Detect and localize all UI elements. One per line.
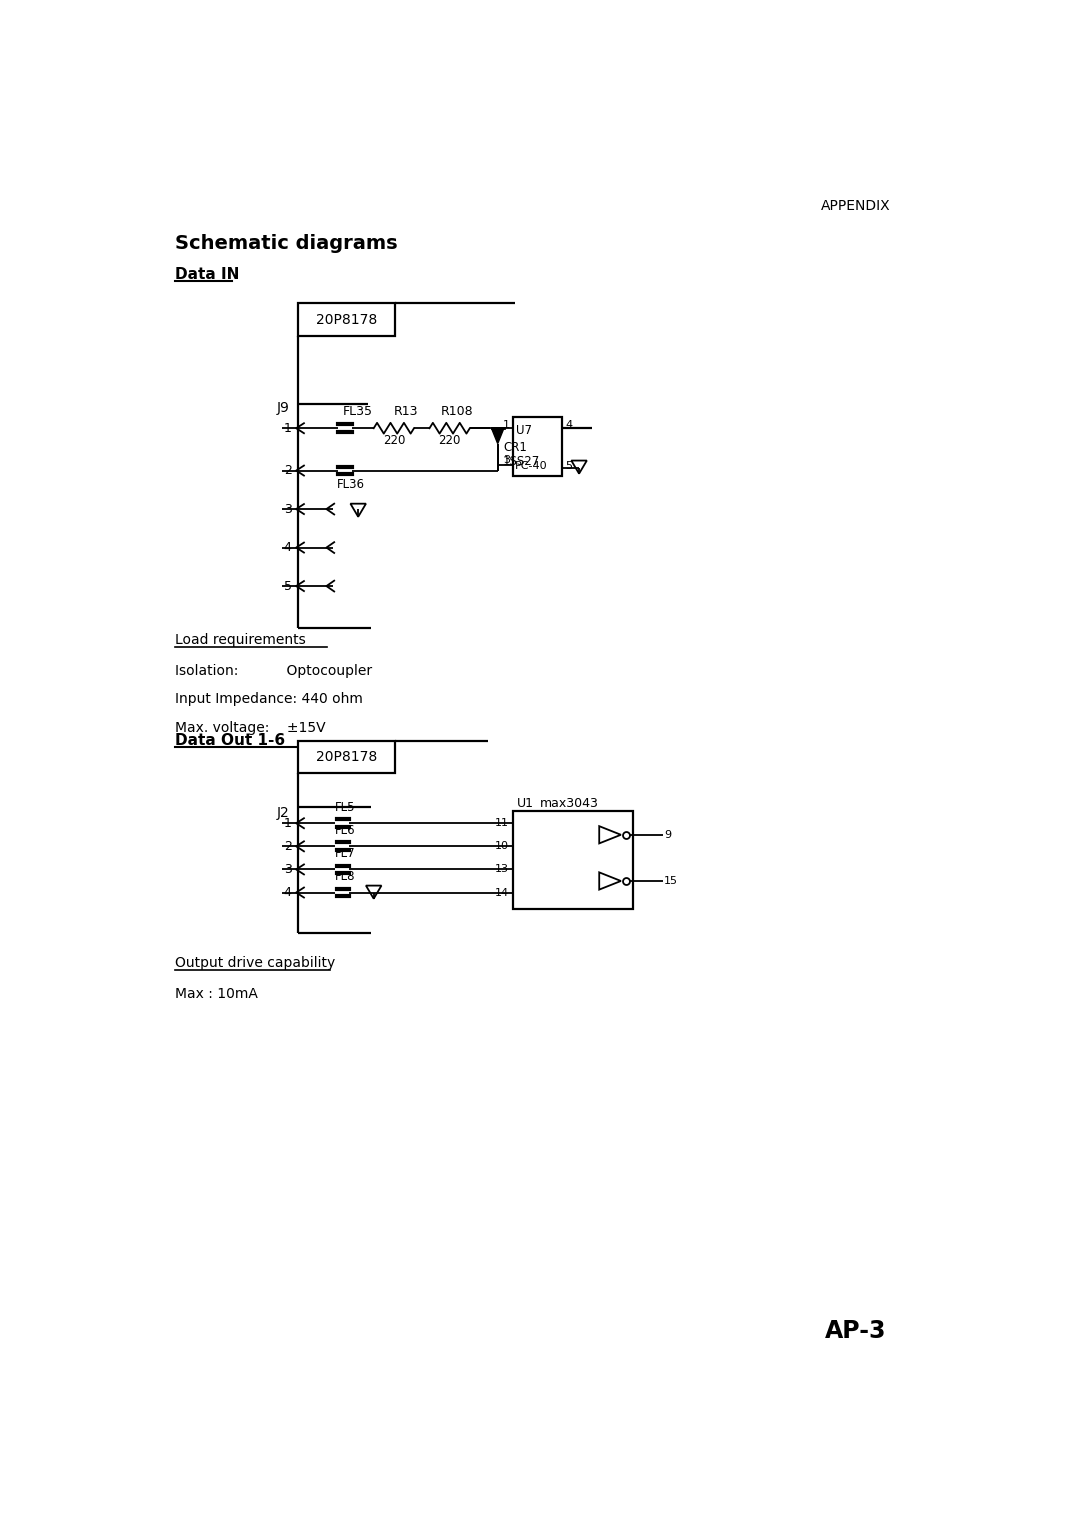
Text: APPENDIX: APPENDIX: [821, 200, 891, 214]
Text: Input Impedance: 440 ohm: Input Impedance: 440 ohm: [175, 692, 363, 706]
Text: Data Out 1-6: Data Out 1-6: [175, 732, 285, 747]
Text: FL7: FL7: [335, 847, 355, 860]
Text: 15: 15: [664, 876, 678, 886]
Text: 20P8178: 20P8178: [315, 313, 377, 327]
Text: Data IN: Data IN: [175, 267, 240, 281]
Bar: [298, 304, 394, 336]
Text: 1: 1: [503, 420, 510, 429]
Text: max3043: max3043: [540, 796, 599, 810]
Text: 5: 5: [284, 579, 292, 593]
Text: 13: 13: [496, 865, 510, 874]
Text: Schematic diagrams: Schematic diagrams: [175, 234, 397, 254]
Text: 3: 3: [284, 503, 292, 515]
Text: 4: 4: [284, 541, 292, 555]
Text: 9: 9: [664, 830, 672, 840]
Text: R108: R108: [441, 405, 473, 417]
Text: 11: 11: [496, 817, 510, 828]
Text: PC-40: PC-40: [515, 461, 548, 471]
Text: 10: 10: [496, 842, 510, 851]
Text: 20P8178: 20P8178: [315, 750, 377, 764]
Bar: [513, 811, 633, 909]
Text: 14: 14: [496, 888, 510, 897]
Text: Isolation:           Optocoupler: Isolation: Optocoupler: [175, 663, 373, 678]
Text: FL6: FL6: [335, 824, 355, 837]
Text: AP-3: AP-3: [825, 1319, 887, 1343]
Text: 220: 220: [438, 434, 461, 448]
Text: Max. voltage:    ±15V: Max. voltage: ±15V: [175, 721, 326, 735]
Text: 1: 1: [284, 817, 292, 830]
Text: 220: 220: [382, 434, 405, 448]
Text: 4: 4: [565, 420, 572, 429]
Text: 3: 3: [503, 455, 510, 465]
Text: Load requirements: Load requirements: [175, 633, 306, 646]
Text: CR1: CR1: [503, 442, 527, 454]
Text: FL36: FL36: [337, 478, 365, 490]
Text: J9: J9: [276, 402, 289, 416]
Text: Max : 10mA: Max : 10mA: [175, 987, 258, 1001]
Text: 2: 2: [284, 840, 292, 853]
Text: J2: J2: [276, 807, 289, 821]
Text: R13: R13: [394, 405, 419, 417]
Text: FL35: FL35: [343, 405, 374, 417]
Bar: [513, 417, 562, 475]
Polygon shape: [491, 428, 504, 443]
Text: 2: 2: [284, 465, 292, 477]
Text: 5: 5: [565, 461, 572, 471]
Text: FL5: FL5: [335, 801, 355, 814]
Text: Output drive capability: Output drive capability: [175, 957, 336, 970]
Text: 1SS27: 1SS27: [503, 455, 540, 468]
Text: FL8: FL8: [335, 871, 355, 883]
Text: U1: U1: [517, 796, 535, 810]
Text: 3: 3: [284, 863, 292, 876]
Text: 1: 1: [284, 422, 292, 435]
Text: 4: 4: [284, 886, 292, 898]
Text: U7: U7: [516, 425, 532, 437]
Bar: [298, 741, 394, 773]
